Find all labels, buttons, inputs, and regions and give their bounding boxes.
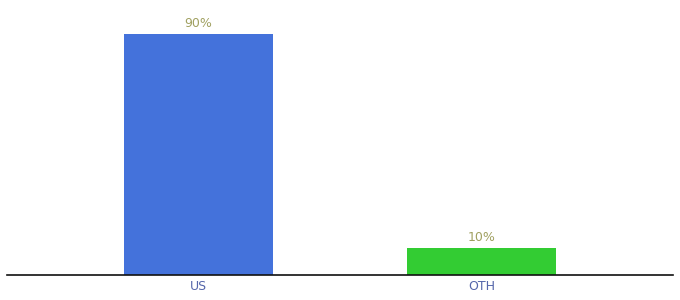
Bar <box>407 248 556 274</box>
Text: 10%: 10% <box>468 231 496 244</box>
Bar <box>124 34 273 274</box>
Text: 90%: 90% <box>184 17 212 30</box>
